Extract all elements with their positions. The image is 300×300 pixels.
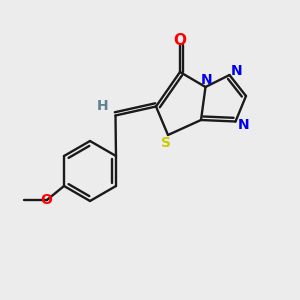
Text: H: H <box>97 100 109 113</box>
Text: N: N <box>238 118 250 132</box>
Text: S: S <box>161 136 172 150</box>
Text: O: O <box>41 193 52 207</box>
Text: N: N <box>201 74 213 87</box>
Text: N: N <box>231 64 243 78</box>
Text: O: O <box>173 33 187 48</box>
